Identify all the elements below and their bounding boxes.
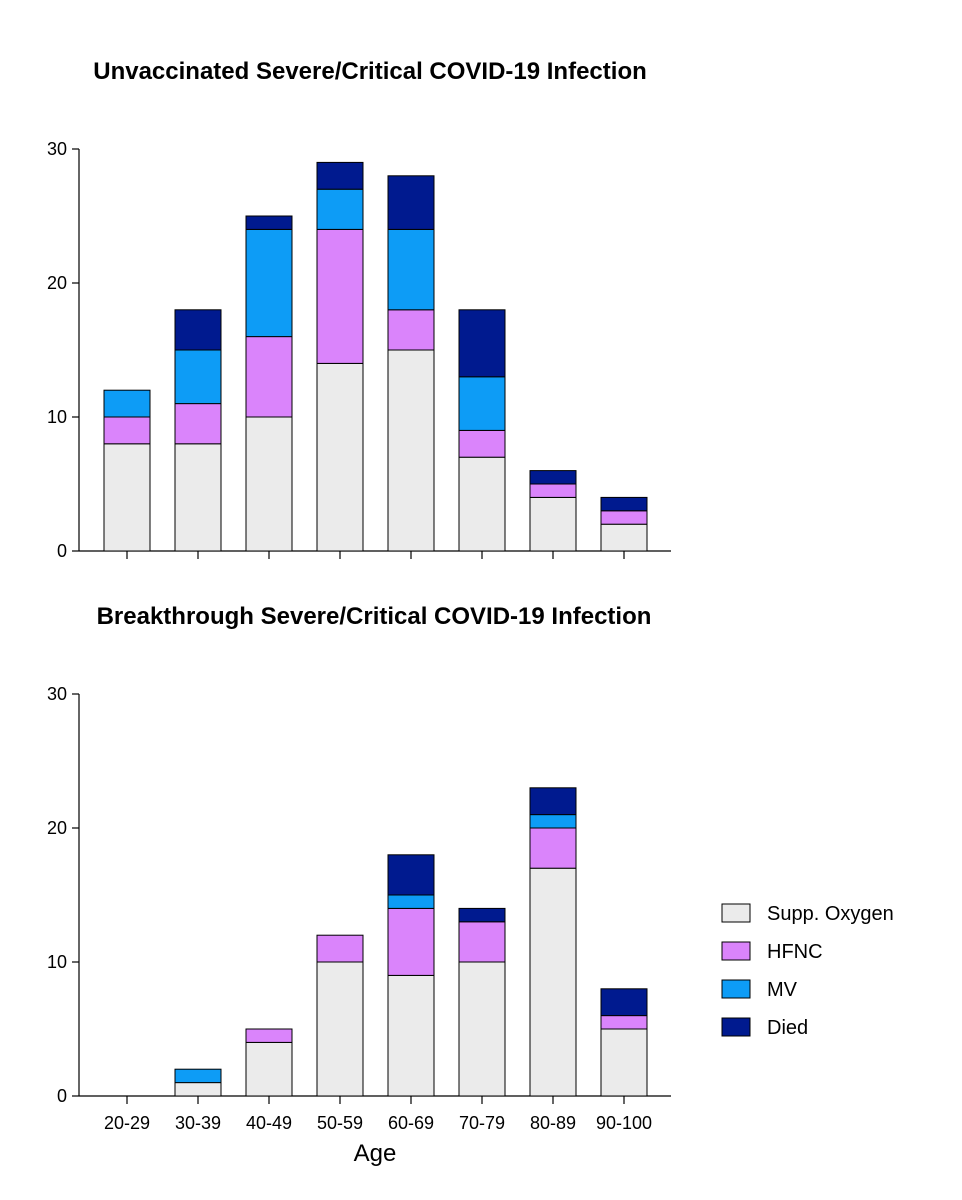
bar-segment-died-70-79 [458,309,506,378]
y-tick-label: 10 [47,952,67,972]
y-tick-label: 30 [47,684,67,704]
bar-segment-supp-oxygen-80-89 [529,867,577,1097]
x-tick-label-70-79: 70-79 [459,1113,505,1133]
bar-segment-supp-oxygen-70-79 [458,456,506,552]
bar-segment-hfnc-80-89 [529,827,577,869]
y-tick-label: 20 [47,818,67,838]
bar-segment-hfnc-40-49 [245,1028,293,1043]
bar-segment-hfnc-50-59 [316,228,364,364]
bars [103,161,648,552]
bar-segment-died-90-100 [600,496,648,512]
bar-segment-mv-70-79 [458,376,506,431]
bar-segment-died-80-89 [529,470,577,485]
legend-swatch-supp-oxygen [721,903,751,923]
bar-segment-mv-50-59 [316,188,364,230]
bar-segment-supp-oxygen-30-39 [174,1082,222,1097]
bar-segment-supp-oxygen-60-69 [387,349,435,552]
bar-segment-supp-oxygen-90-100 [600,523,648,552]
bar-segment-mv-30-39 [174,349,222,405]
bar-segment-died-60-69 [387,854,435,896]
legend-label: MV [767,979,798,1001]
bar-segment-supp-oxygen-70-79 [458,961,506,1097]
bar-segment-hfnc-90-100 [600,510,648,525]
x-tick-label-40-49: 40-49 [246,1113,292,1133]
bar-segment-hfnc-70-79 [458,921,506,963]
bar-segment-died-60-69 [387,175,435,230]
y-tick-label: 0 [57,1086,67,1106]
bar-segment-hfnc-60-69 [387,309,435,351]
bar-segment-hfnc-40-49 [245,336,293,418]
bar-segment-supp-oxygen-40-49 [245,1041,293,1097]
bar-segment-supp-oxygen-50-59 [316,961,364,1097]
legend-label: HFNC [767,941,823,963]
bar-segment-hfnc-20-29 [103,416,151,445]
bar-segment-mv-30-39 [174,1068,222,1084]
bar-segment-hfnc-60-69 [387,907,435,976]
x-tick-label-50-59: 50-59 [317,1113,363,1133]
bar-segment-died-90-100 [600,988,648,1017]
bar-segment-died-30-39 [174,309,222,351]
legend-swatch-mv [721,979,751,999]
x-axis-label: Age [354,1140,397,1167]
legend-swatch-died [721,1017,751,1037]
bar-segment-supp-oxygen-90-100 [600,1028,648,1097]
y-tick-label: 10 [47,407,67,427]
legend-label: Died [767,1017,808,1039]
x-tick-label-30-39: 30-39 [175,1113,221,1133]
bar-segment-mv-60-69 [387,894,435,909]
bar-segment-supp-oxygen-30-39 [174,443,222,552]
x-tick-label-60-69: 60-69 [388,1113,434,1133]
bar-segment-died-80-89 [529,787,577,816]
bar-segment-mv-60-69 [387,228,435,311]
bar-segment-hfnc-70-79 [458,429,506,458]
bar-segment-supp-oxygen-40-49 [245,416,293,552]
bar-segment-mv-80-89 [529,814,577,829]
bar-segment-mv-40-49 [245,228,293,338]
legend: Supp. Oxygen HFNC MV Died [721,903,894,1039]
bar-segment-supp-oxygen-50-59 [316,362,364,552]
bars [174,787,648,1097]
y-tick-label: 20 [47,273,67,293]
chart-title: Unvaccinated Severe/Critical COVID-19 In… [93,58,647,85]
bar-segment-mv-20-29 [103,389,151,418]
chart-breakthrough: Breakthrough Severe/Critical COVID-19 In… [47,603,671,1167]
bar-segment-hfnc-80-89 [529,483,577,498]
legend-swatch-hfnc [721,941,751,961]
y-tick-label: 0 [57,541,67,561]
x-tick-label-90-100: 90-100 [596,1113,652,1133]
bar-segment-died-50-59 [316,161,364,190]
bar-segment-hfnc-50-59 [316,934,364,963]
x-tick-label-20-29: 20-29 [104,1113,150,1133]
y-tick-label: 30 [47,139,67,159]
bar-segment-supp-oxygen-80-89 [529,496,577,552]
bar-segment-hfnc-90-100 [600,1015,648,1030]
x-tick-label-80-89: 80-89 [530,1113,576,1133]
bar-segment-supp-oxygen-20-29 [103,443,151,552]
bar-segment-died-70-79 [458,907,506,923]
legend-label: Supp. Oxygen [767,903,894,925]
bar-segment-supp-oxygen-60-69 [387,974,435,1097]
bar-segment-hfnc-30-39 [174,403,222,445]
chart-unvaccinated: Unvaccinated Severe/Critical COVID-19 In… [47,58,671,561]
chart-title: Breakthrough Severe/Critical COVID-19 In… [97,603,652,630]
bar-segment-died-40-49 [245,215,293,230]
